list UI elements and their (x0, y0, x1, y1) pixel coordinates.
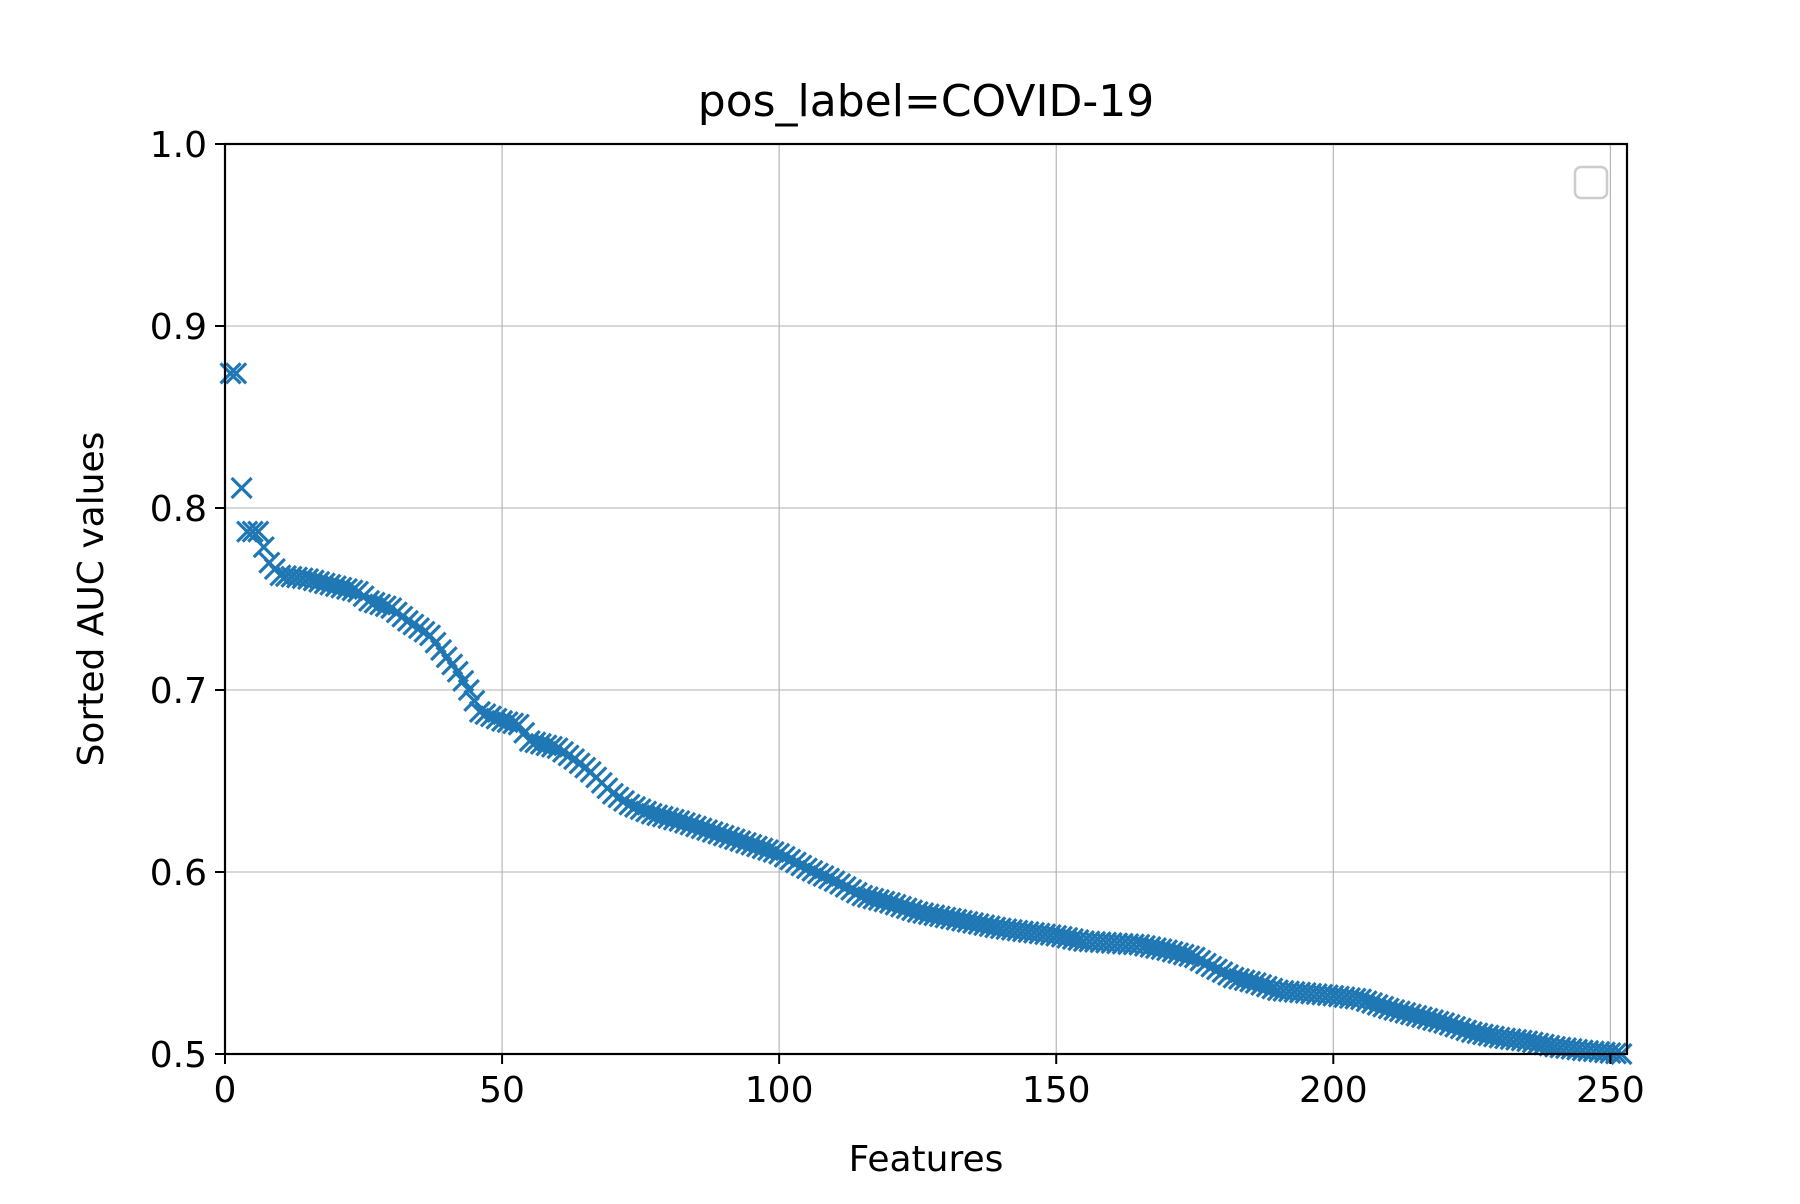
x-tick-label: 100 (745, 1070, 814, 1111)
plot-frame (223, 142, 1629, 1056)
x-tick-label: 150 (1022, 1070, 1091, 1111)
data-point (247, 520, 270, 543)
data-point (374, 595, 397, 618)
y-axis-ticks: 0.5 0.6 0.7 0.8 0.9 1.0 (150, 125, 225, 1076)
data-point (817, 867, 841, 890)
data-point (779, 848, 802, 871)
data-point (1200, 955, 1223, 978)
data-point (341, 579, 364, 602)
x-axis-ticks: 0 50 100 150 200 250 (214, 1054, 1645, 1111)
data-point (1189, 949, 1212, 972)
data-point (790, 854, 813, 877)
y-axis-label: Sorted AUC values (71, 432, 112, 767)
x-axis-label: Features (849, 1139, 1004, 1180)
data-point (1183, 946, 1206, 969)
data-point (474, 702, 497, 726)
y-tick-label: 1.0 (150, 125, 207, 166)
x-tick-label: 50 (479, 1070, 525, 1111)
legend-box (1573, 165, 1609, 200)
data-point (806, 862, 830, 885)
data-point (828, 872, 852, 896)
data-point (812, 864, 835, 888)
y-tick-label: 0.7 (150, 671, 207, 712)
y-tick-label: 0.9 (150, 307, 207, 348)
y-tick-label: 0.5 (150, 1035, 207, 1076)
data-point (768, 842, 791, 865)
data-point (479, 705, 503, 728)
data-point (252, 535, 275, 559)
data-point (773, 845, 796, 868)
data-point (840, 878, 863, 901)
data-point (219, 362, 242, 385)
data-point (801, 859, 824, 883)
data-point (241, 520, 264, 543)
data-point (230, 476, 253, 500)
x-tick-label: 0 (214, 1070, 237, 1111)
data-point (823, 869, 846, 893)
y-tick-label: 0.6 (150, 853, 207, 894)
chart-title: pos_label=COVID-19 (698, 76, 1154, 127)
data-point (1205, 958, 1229, 981)
data-point (762, 840, 785, 864)
x-tick-label: 250 (1576, 1070, 1645, 1111)
data-point (468, 700, 492, 723)
data-point (623, 795, 647, 819)
data-point (1194, 952, 1217, 975)
y-tick-label: 0.8 (150, 489, 207, 530)
data-point (540, 735, 564, 758)
data-point (629, 798, 652, 821)
data-point (784, 851, 807, 874)
data-point (795, 857, 818, 880)
data-point (224, 362, 248, 385)
data-point (457, 678, 480, 702)
data-point (618, 793, 641, 816)
x-tick-label: 200 (1299, 1070, 1368, 1111)
data-points (219, 362, 1633, 1066)
data-point (834, 875, 857, 899)
data-point (1211, 960, 1234, 984)
